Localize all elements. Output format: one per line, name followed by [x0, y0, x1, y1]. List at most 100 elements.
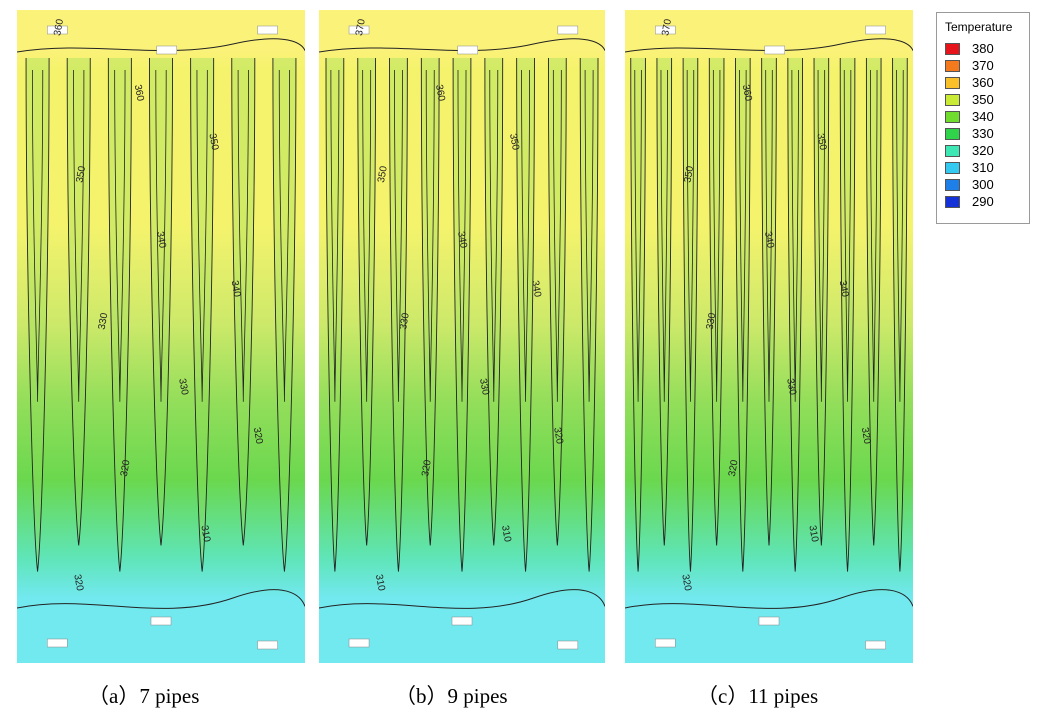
contour-label: 360 [740, 84, 754, 103]
legend-label: 310 [972, 160, 994, 175]
temperature-field [625, 10, 913, 663]
contour-label: 340 [154, 231, 168, 250]
contour-finger [389, 57, 408, 572]
contour-label: 320 [420, 459, 434, 478]
legend-label: 340 [972, 109, 994, 124]
pipe-marker [557, 25, 579, 35]
contour-finger-inner [791, 69, 799, 402]
contour-plot-c: 370 360 350 350 340 340 330 330 320 320 310 320 [625, 10, 913, 663]
pipe-marker [457, 45, 478, 55]
contour-finger [630, 57, 646, 572]
contour-label: 340 [455, 231, 469, 250]
pipe-marker [865, 640, 886, 650]
contour-finger [231, 57, 256, 546]
contour-finger-inner [634, 69, 642, 402]
pipe-marker [764, 45, 786, 55]
contour-finger [579, 57, 599, 572]
contour-label: 310 [806, 524, 820, 543]
contour-finger [66, 57, 91, 546]
temperature-field [17, 10, 305, 663]
legend-swatch [945, 162, 960, 174]
contour-finger [325, 57, 345, 572]
contour-finger [484, 57, 504, 546]
contour-finger-inner [237, 69, 249, 402]
legend-swatch [945, 145, 960, 157]
contour-line-top [319, 38, 605, 53]
contour-finger [190, 57, 215, 572]
pipe-marker [655, 638, 676, 648]
contour-label: 350 [507, 133, 521, 152]
contour-label: 340 [529, 280, 543, 299]
panel-caption-c: （c）11 pipes [697, 684, 819, 708]
contour-label: 320 [551, 427, 565, 446]
contour-finger-inner [552, 69, 562, 402]
contour-finger [357, 57, 377, 546]
legend-swatch [945, 94, 960, 106]
contour-panel-c: 370 360 350 350 340 340 330 330 320 320 310 320 [625, 10, 913, 663]
legend-label: 320 [972, 143, 994, 158]
contour-label: 330 [398, 312, 412, 331]
contour-label: 330 [176, 378, 190, 397]
contour-finger-inner [870, 69, 878, 402]
contour-finger [547, 57, 567, 546]
contour-finger-inner [686, 69, 695, 402]
contour-label: 350 [74, 165, 88, 184]
contour-line-bottom [17, 589, 305, 609]
contour-finger-inner [660, 69, 668, 402]
contour-label: 370 [354, 18, 368, 37]
contour-label: 350 [814, 133, 828, 152]
contour-label: 340 [837, 280, 851, 299]
legend-label: 350 [972, 92, 994, 107]
contour-label: 310 [373, 573, 387, 592]
contour-finger-inner [843, 69, 852, 402]
contour-finger-inner [457, 69, 467, 402]
contour-label: 310 [499, 524, 513, 543]
panel-caption-b: （b）9 pipes [395, 684, 508, 708]
contour-label: 320 [119, 459, 133, 478]
contour-finger [656, 57, 673, 546]
contour-plot-b: 370 360 350 350 340 340 330 330 320 320 310 310 [319, 10, 605, 663]
contour-label: 350 [206, 133, 220, 152]
contour-label: 310 [198, 524, 212, 543]
pipe-marker [348, 25, 370, 35]
contour-finger-inner [155, 69, 167, 402]
contour-label: 320 [71, 573, 85, 592]
contour-finger-inner [739, 69, 747, 402]
contour-finger [272, 57, 297, 572]
pipe-marker [47, 638, 68, 648]
contour-label: 360 [433, 84, 447, 103]
legend-title: Temperature [945, 20, 1013, 34]
contour-label: 330 [705, 312, 719, 331]
legend-swatch [945, 196, 960, 208]
contour-label: 340 [762, 231, 776, 250]
pipe-marker [655, 25, 676, 35]
contour-label: 340 [229, 280, 243, 299]
contour-label: 330 [97, 312, 111, 331]
legend-swatch [945, 128, 960, 140]
temperature-field [319, 10, 605, 663]
contour-finger [25, 57, 50, 572]
pipe-marker [257, 640, 278, 650]
contour-finger [708, 57, 725, 546]
contour-label: 350 [376, 165, 390, 184]
pipe-marker [156, 45, 178, 55]
pipe-marker [758, 616, 780, 626]
contour-label: 320 [727, 459, 741, 478]
contour-label: 320 [679, 573, 693, 592]
legend-label: 360 [972, 75, 994, 90]
legend-swatch [945, 60, 960, 72]
contour-finger-inner [584, 69, 594, 402]
contour-finger-inner [394, 69, 403, 402]
pipe-marker [557, 640, 579, 650]
temperature-legend: Temperature 380 370 360 350 340 330 320 310 300 2… [936, 12, 1030, 224]
contour-finger [149, 57, 173, 546]
contour-finger [682, 57, 699, 572]
contour-line-top [625, 38, 913, 53]
legend-swatch [945, 43, 960, 55]
contour-finger [420, 57, 440, 546]
contour-finger [516, 57, 535, 572]
contour-label: 320 [859, 427, 873, 446]
contour-finger [452, 57, 472, 572]
pipe-marker [47, 25, 68, 35]
contour-panel-a: 360 360 350 350 340 340 330 330 320 320 310 320 [17, 10, 305, 663]
